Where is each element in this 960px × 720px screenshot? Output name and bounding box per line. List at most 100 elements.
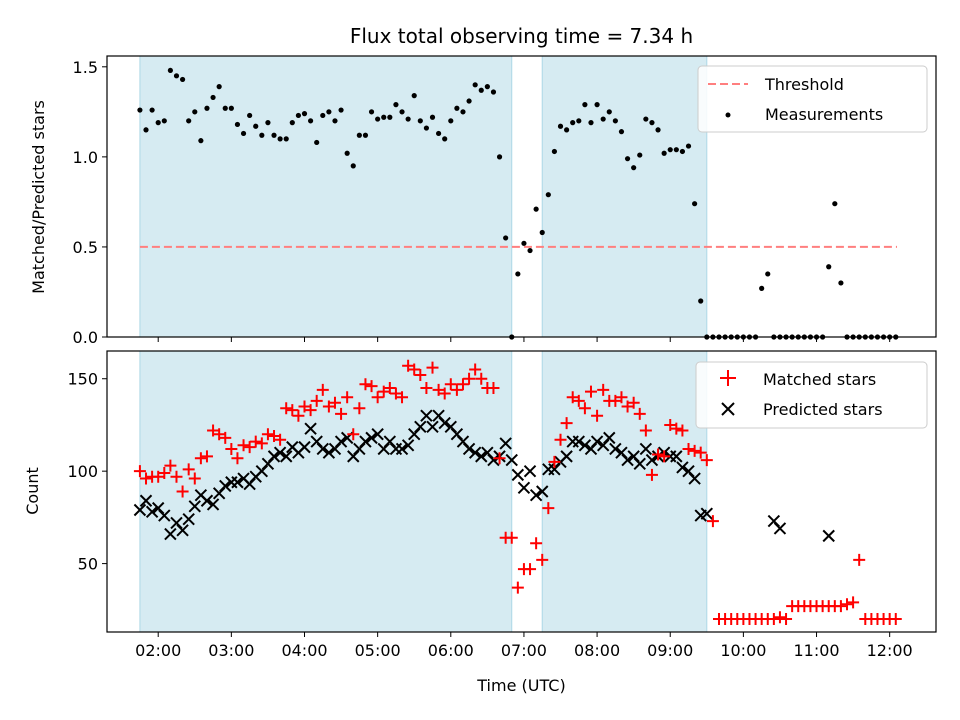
measurement-point <box>460 109 466 115</box>
predicted-star-marker <box>517 481 531 495</box>
predicted-star-marker <box>371 427 384 441</box>
matched-star-marker <box>682 442 695 455</box>
predicted-star-marker <box>773 522 787 535</box>
measurement-point <box>423 125 430 131</box>
predicted-star-marker <box>590 435 604 448</box>
predicted-star-marker <box>688 472 701 485</box>
top-axes-frame <box>106 55 937 338</box>
measurement-point <box>247 112 253 119</box>
top-y-tick-label: 0.0 <box>73 328 98 347</box>
matched-star-marker <box>456 378 469 391</box>
predicted-star-marker <box>401 439 415 452</box>
matched-star-marker <box>243 441 256 454</box>
matched-star-marker <box>353 402 366 415</box>
measurement-point <box>655 127 661 133</box>
measurement-point <box>192 109 198 115</box>
measurement-point <box>155 120 161 126</box>
measurement-point <box>698 298 704 304</box>
x-tick-label: 03:00 <box>208 641 254 660</box>
matched-star-marker <box>505 531 518 544</box>
measurement-point <box>277 136 283 142</box>
measurement-point <box>588 120 594 126</box>
measurement-point <box>564 127 570 133</box>
matched-star-marker <box>542 502 555 515</box>
measurement-point <box>436 130 442 137</box>
measurement-point <box>179 76 186 83</box>
measurement-point <box>204 105 210 111</box>
measurement-point <box>283 136 289 142</box>
measurement-point <box>149 107 155 113</box>
matched-star-marker <box>530 537 543 550</box>
matched-star-marker <box>219 431 232 444</box>
measurement-point <box>368 109 375 115</box>
measurement-point <box>582 102 588 108</box>
measurement-point <box>454 105 460 111</box>
matched-star-marker <box>560 417 573 430</box>
matched-star-marker <box>773 611 786 624</box>
bottom-y-axis-label: Count <box>23 467 42 515</box>
measurement-point <box>338 107 344 113</box>
top-y-axis-label: Matched/Predicted stars <box>29 100 48 294</box>
matched-star-marker <box>621 400 634 413</box>
matched-star-marker <box>225 442 238 455</box>
matched-star-marker <box>493 452 506 465</box>
predicted-star-marker <box>188 500 201 513</box>
measurement-point <box>381 114 387 120</box>
matched-star-marker <box>347 428 360 441</box>
matched-star-marker <box>633 407 646 420</box>
matched-star-marker <box>261 428 274 441</box>
measurement-point <box>216 84 222 90</box>
top-panel: 0.0 0.5 1.0 1.5 Matched/Predicted stars Thr… <box>29 55 937 347</box>
measurement-point <box>198 138 204 144</box>
measurement-point <box>600 116 606 122</box>
matched-star-marker <box>767 613 780 626</box>
measurement-point <box>515 271 521 277</box>
predicted-star-marker <box>316 442 329 456</box>
predicted-star-marker <box>298 440 311 454</box>
predicted-star-marker <box>475 450 488 463</box>
measurement-point <box>143 127 149 133</box>
measurement-point <box>624 156 631 162</box>
measurement-point <box>637 152 643 158</box>
top-legend: Threshold Measurements <box>697 65 928 133</box>
predicted-star-marker <box>158 509 171 522</box>
matched-star-marker <box>584 385 597 398</box>
matched-star-marker <box>304 404 317 417</box>
matched-star-marker <box>834 600 847 613</box>
matched-star-marker <box>420 381 433 394</box>
matched-star-marker <box>591 409 604 422</box>
matched-star-marker <box>328 396 341 409</box>
matched-star-marker <box>548 455 561 468</box>
matched-star-marker <box>292 409 305 422</box>
x-tick-label: 09:00 <box>647 641 693 660</box>
matched-star-marker <box>207 424 220 437</box>
matched-star-marker <box>200 450 213 463</box>
matched-star-marker <box>469 363 482 376</box>
matched-star-marker <box>280 402 293 415</box>
x-tick-label: 07:00 <box>501 641 547 660</box>
measurement-point <box>551 148 558 155</box>
matched-star-marker <box>408 363 421 376</box>
predicted-star-marker <box>603 431 616 445</box>
bottom-y-tick-label: 100 <box>67 462 98 481</box>
measurement-point <box>442 136 448 142</box>
measurement-point <box>618 129 625 135</box>
measurement-point <box>234 121 241 128</box>
matched-star-marker <box>310 394 323 407</box>
top-y-tick-label: 0.5 <box>73 238 98 257</box>
predicted-star-marker <box>231 476 244 489</box>
matched-star-marker <box>609 394 622 407</box>
legend-predicted-label: Predicted stars <box>763 400 883 419</box>
matched-star-marker <box>389 387 402 400</box>
matched-star-marker <box>463 372 476 385</box>
predicted-star-marker <box>219 479 232 493</box>
measurement-points <box>137 67 899 340</box>
x-tick-label: 10:00 <box>720 641 766 660</box>
matched-star-marker <box>706 515 719 528</box>
measurement-point <box>490 89 497 95</box>
measurement-point <box>679 148 686 155</box>
matched-star-marker <box>188 472 201 485</box>
matched-star-marker <box>694 446 707 459</box>
legend-measurements-label: Measurements <box>765 105 883 124</box>
